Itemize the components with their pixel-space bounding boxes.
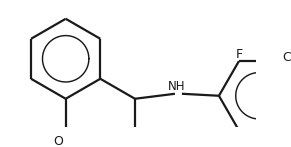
Text: O: O	[54, 135, 64, 147]
Text: NH: NH	[168, 80, 186, 93]
Text: Cl: Cl	[282, 51, 291, 64]
Text: F: F	[235, 48, 242, 61]
